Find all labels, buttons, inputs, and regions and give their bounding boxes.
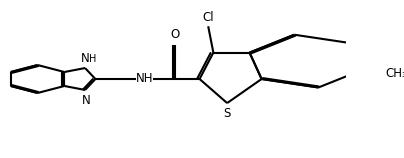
Text: H: H <box>89 54 96 64</box>
Text: Cl: Cl <box>202 11 214 24</box>
Text: CH₃: CH₃ <box>385 67 404 79</box>
Text: O: O <box>171 28 180 41</box>
Text: N: N <box>81 52 89 65</box>
Text: NH: NH <box>136 73 153 85</box>
Text: N: N <box>82 94 90 106</box>
Text: S: S <box>223 107 231 120</box>
